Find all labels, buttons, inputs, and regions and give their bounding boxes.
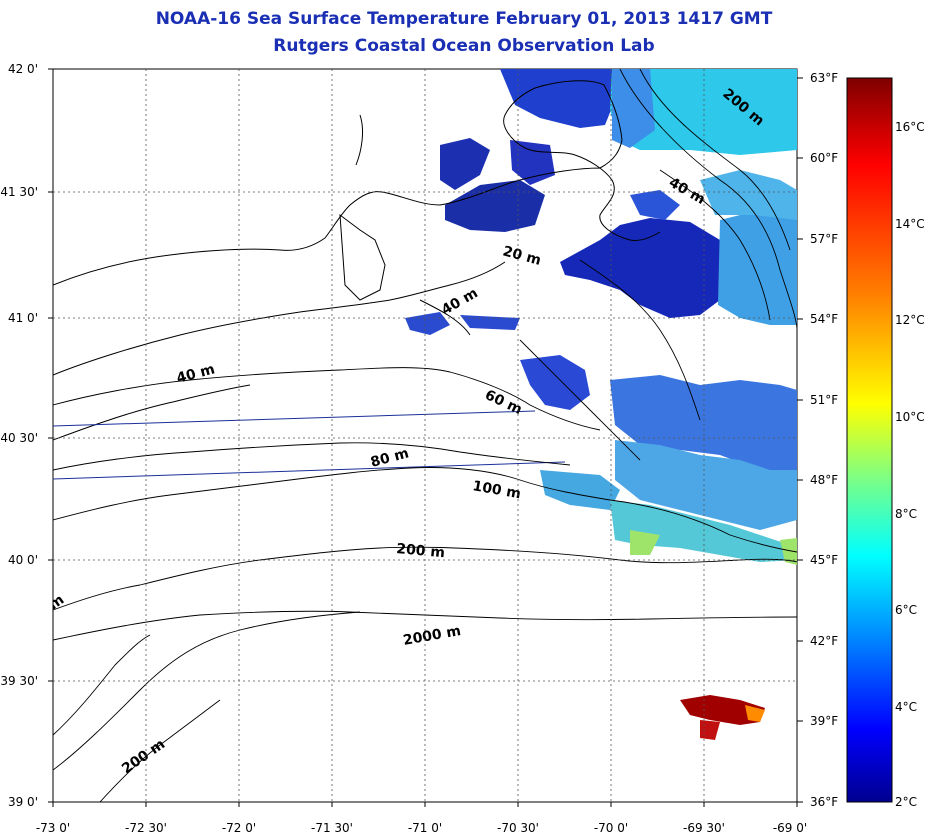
f-label: 48°F bbox=[810, 473, 838, 487]
latitude-labels: 42 0' 41 30' 41 0' 40 30' 40 0' 39 30' 3… bbox=[0, 62, 38, 809]
c-label: 8°C bbox=[895, 507, 917, 521]
map-title: NOAA-16 Sea Surface Temperature February… bbox=[155, 9, 773, 29]
graticule bbox=[53, 69, 797, 802]
f-label: 54°F bbox=[810, 312, 838, 326]
lon-label: -73 0' bbox=[36, 821, 70, 835]
lat-label: 39 30' bbox=[0, 674, 38, 688]
lon-label: -71 0' bbox=[408, 821, 442, 835]
sst-data-layer bbox=[405, 69, 797, 740]
contour-label-200m-mid: 200 m bbox=[396, 541, 446, 561]
lat-label: 40 0' bbox=[8, 553, 38, 567]
f-label: 36°F bbox=[810, 795, 838, 809]
lon-label: -72 0' bbox=[222, 821, 256, 835]
f-label: 57°F bbox=[810, 232, 838, 246]
lat-label: 40 30' bbox=[0, 431, 38, 445]
colorbar bbox=[846, 77, 893, 803]
c-label: 12°C bbox=[895, 313, 925, 327]
lon-label: -72 30' bbox=[125, 821, 167, 835]
lon-label: -71 30' bbox=[311, 821, 353, 835]
lon-label: -70 0' bbox=[594, 821, 628, 835]
f-label: 60°F bbox=[810, 151, 838, 165]
f-label: 63°F bbox=[810, 71, 838, 85]
c-label: 16°C bbox=[895, 120, 925, 134]
axis-ticks bbox=[48, 68, 803, 807]
map-subtitle: Rutgers Coastal Ocean Observation Lab bbox=[273, 36, 655, 56]
c-label: 6°C bbox=[895, 603, 917, 617]
lon-label: -69 30' bbox=[683, 821, 725, 835]
c-label: 14°C bbox=[895, 217, 925, 231]
lat-label: 41 0' bbox=[8, 311, 38, 325]
lat-label: 42 0' bbox=[8, 62, 38, 76]
longitude-labels: -73 0' -72 30' -72 0' -71 30' -71 0' -70… bbox=[36, 821, 807, 835]
fahrenheit-labels: 63°F 60°F 57°F 54°F 51°F 48°F 45°F 42°F … bbox=[810, 71, 838, 809]
c-label: 4°C bbox=[895, 700, 917, 714]
lon-label: -69 0' bbox=[773, 821, 807, 835]
lat-label: 41 30' bbox=[0, 185, 38, 199]
f-label: 51°F bbox=[810, 393, 838, 407]
coastline bbox=[53, 80, 661, 441]
transect-lines bbox=[53, 410, 566, 480]
lat-label: 39 0' bbox=[8, 795, 38, 809]
c-label: 2°C bbox=[895, 795, 917, 809]
f-label: 42°F bbox=[810, 634, 838, 648]
f-label: 39°F bbox=[810, 714, 838, 728]
c-label: 10°C bbox=[895, 410, 925, 424]
lon-label: -70 30' bbox=[497, 821, 539, 835]
celsius-labels: 16°C 14°C 12°C 10°C 8°C 6°C 4°C 2°C bbox=[895, 120, 925, 809]
f-label: 45°F bbox=[810, 553, 838, 567]
